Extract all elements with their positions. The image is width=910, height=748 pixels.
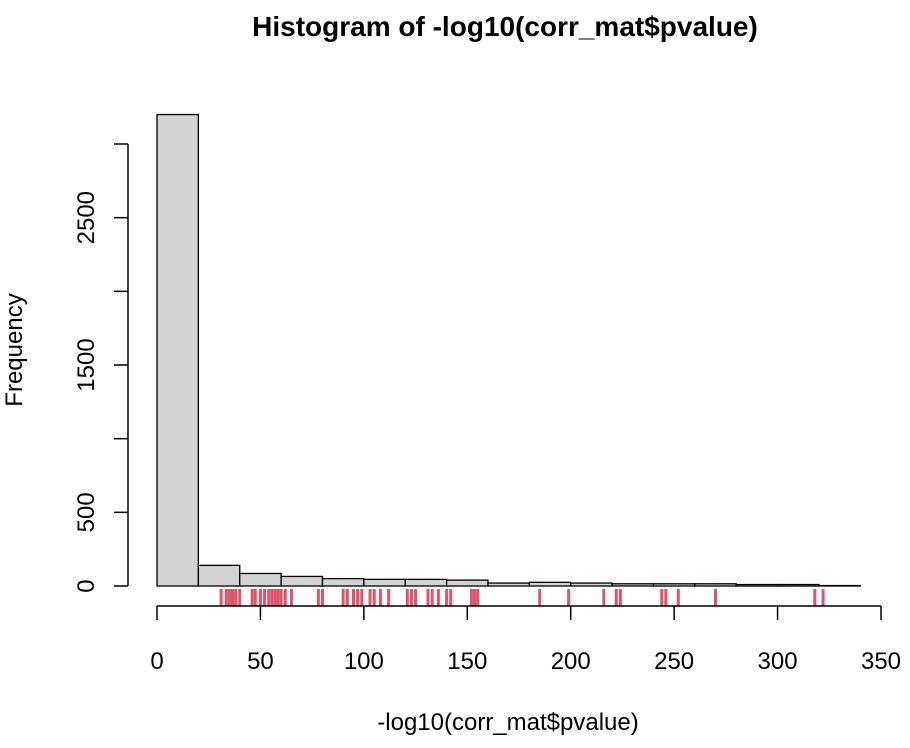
histogram-bar — [157, 115, 198, 586]
x-tick-label: 350 — [861, 648, 901, 675]
x-tick-label: 150 — [447, 648, 487, 675]
x-tick-label: 0 — [150, 648, 163, 675]
rug-group — [221, 589, 823, 606]
histogram-bar — [281, 576, 322, 586]
x-tick-label: 100 — [344, 648, 384, 675]
histogram-bar — [488, 583, 529, 586]
y-tick-label: 0 — [73, 579, 100, 592]
y-tick-label: 500 — [73, 492, 100, 532]
histogram-bar — [653, 584, 694, 586]
x-axis-label: -log10(corr_mat$pvalue) — [377, 709, 638, 736]
histogram-bar — [529, 582, 570, 586]
bars-group — [157, 115, 860, 586]
x-tick-label: 50 — [247, 648, 274, 675]
x-tick-label: 300 — [758, 648, 798, 675]
histogram-bar — [571, 583, 612, 586]
histogram-bar — [364, 579, 405, 586]
histogram-bar — [405, 579, 446, 586]
y-axis: 0 500 1500 2500 — [73, 144, 128, 593]
histogram-bar — [695, 584, 736, 586]
y-tick-label: 1500 — [73, 338, 100, 391]
x-axis: 0 50 100 150 200 250 300 350 — [150, 606, 901, 675]
chart-title: Histogram of -log10(corr_mat$pvalue) — [252, 11, 758, 42]
x-tick-label: 200 — [551, 648, 591, 675]
y-axis-label: Frequency — [1, 293, 28, 406]
histogram-bar — [447, 580, 488, 586]
histogram-bar — [612, 584, 653, 586]
y-tick-label: 2500 — [73, 191, 100, 244]
histogram-bar — [198, 565, 239, 586]
histogram-bar — [736, 585, 777, 586]
histogram-bar — [778, 585, 819, 586]
histogram-bar — [240, 573, 281, 586]
x-tick-label: 250 — [654, 648, 694, 675]
histogram-bar — [322, 579, 363, 586]
